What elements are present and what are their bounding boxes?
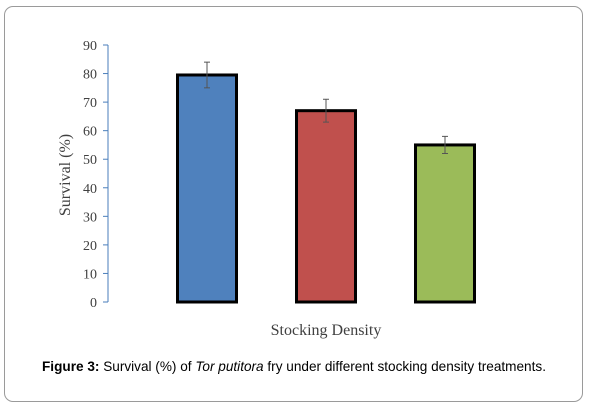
caption-text-post: fry under different stocking density tre…	[267, 359, 546, 374]
y-tick-label: 70	[83, 96, 97, 111]
error-bar-2	[323, 98, 329, 123]
bar-3	[414, 143, 476, 304]
figure-caption: Figure 3: Survival (%) of Tor putitora f…	[42, 359, 546, 375]
error-bar-1	[204, 61, 210, 89]
caption-species: Tor putitora	[195, 359, 264, 374]
caption-text-pre: Survival (%) of	[103, 359, 192, 374]
bar-2	[295, 109, 357, 304]
y-tick-label: 10	[83, 267, 97, 282]
error-bar-3	[442, 135, 448, 155]
y-tick-label: 80	[83, 68, 97, 83]
y-tick-label: 40	[83, 182, 97, 197]
y-tick-label: 90	[83, 39, 97, 54]
y-tick-label: 0	[90, 296, 97, 311]
y-axis-ticks: 0 10 20 30 40 50 60 70 80 90	[83, 39, 108, 311]
bars	[176, 61, 476, 304]
figure-frame	[4, 6, 583, 402]
bar-1	[176, 73, 238, 304]
y-tick-label: 60	[83, 125, 97, 140]
y-tick-label: 20	[83, 239, 97, 254]
y-tick-label: 50	[83, 153, 97, 168]
x-axis-label: Stocking Density	[271, 322, 382, 339]
caption-label: Figure 3:	[42, 359, 100, 374]
bar-chart: 0 10 20 30 40 50 60 70 80 90 Survival (%) Stockin…	[57, 39, 476, 339]
y-tick-label: 30	[83, 210, 97, 225]
y-axis-label: Survival (%)	[57, 134, 74, 216]
